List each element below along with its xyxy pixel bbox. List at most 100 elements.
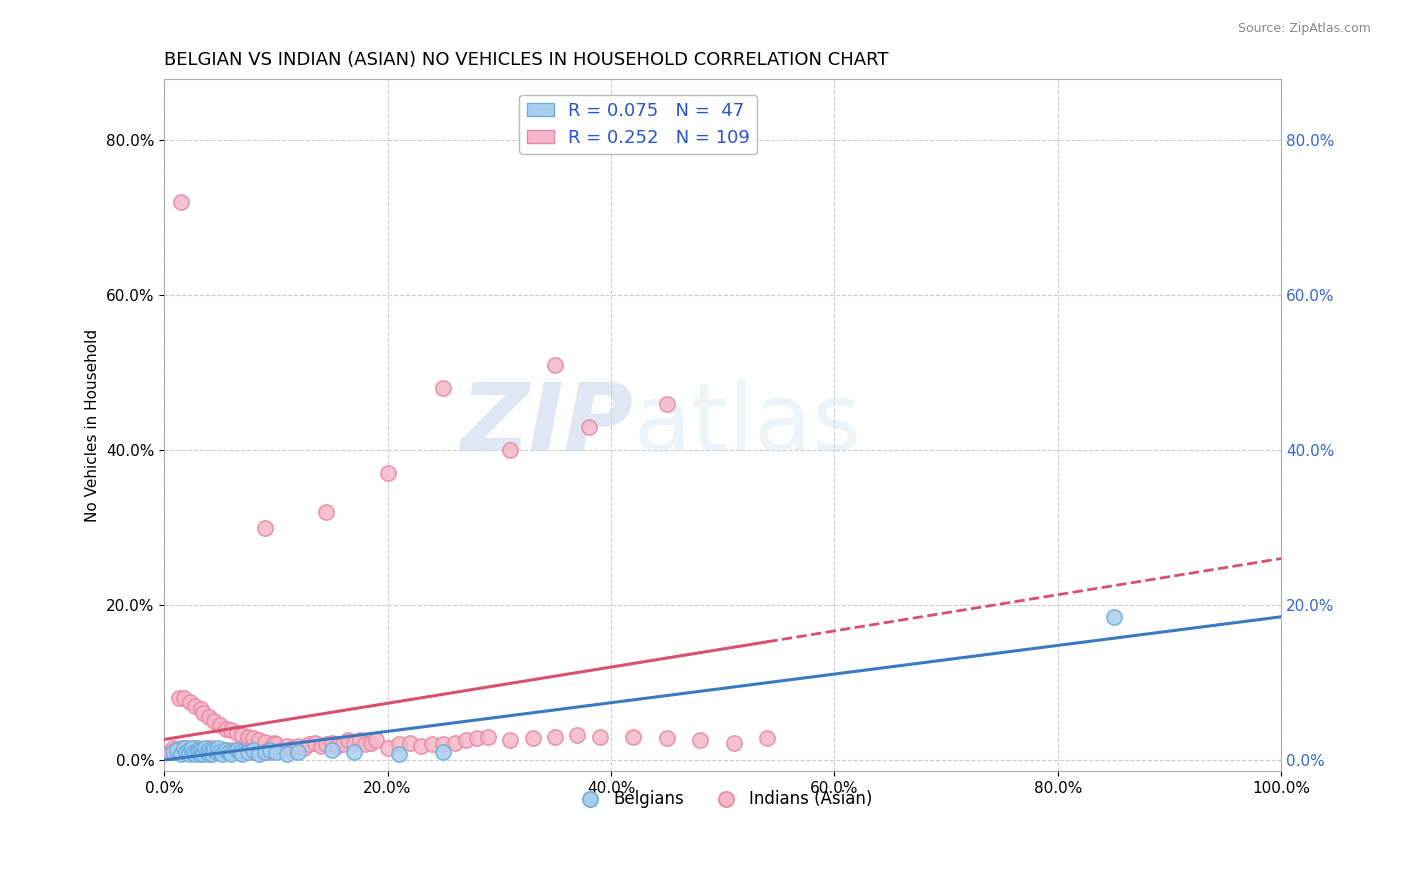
Text: Source: ZipAtlas.com: Source: ZipAtlas.com [1237,22,1371,36]
Point [181,743,204,757]
Point [184,743,207,757]
Point [388,737,411,751]
Point [231,747,253,761]
Point [170,741,193,756]
Point [195,741,218,756]
Point [181,745,204,759]
Point [253,735,276,749]
Point [247,747,270,761]
Point [1102,609,1125,624]
Point [499,733,522,747]
Point [162,741,184,756]
Point [287,745,309,759]
Point [197,710,219,724]
Point [205,745,228,759]
Point [166,743,188,757]
Point [179,695,201,709]
Point [477,730,499,744]
Point [170,747,193,761]
Point [187,745,209,759]
Point [276,739,298,753]
Point [159,745,181,759]
Point [190,702,212,716]
Point [292,741,315,756]
Point [465,731,488,745]
Point [181,741,204,756]
Point [578,420,600,434]
Point [621,730,644,744]
Point [567,728,589,742]
Point [173,745,195,759]
Point [225,725,247,739]
Point [252,745,274,759]
Point [193,747,215,761]
Point [176,745,198,759]
Point [655,397,678,411]
Point [194,741,217,756]
Point [177,747,200,761]
Point [756,731,779,745]
Point [499,443,522,458]
Point [233,745,256,759]
Point [205,743,228,757]
Point [170,195,193,210]
Point [173,690,195,705]
Point [211,747,233,761]
Point [343,736,366,750]
Point [201,741,224,756]
Point [167,690,190,705]
Point [177,743,200,757]
Point [231,728,253,742]
Point [212,745,235,759]
Point [197,743,219,757]
Point [200,745,222,759]
Point [207,741,229,756]
Y-axis label: No Vehicles in Household: No Vehicles in Household [86,328,100,522]
Point [194,745,217,759]
Point [522,731,544,745]
Text: atlas: atlas [633,379,862,471]
Point [201,747,224,761]
Point [247,733,270,747]
Point [723,736,745,750]
Point [183,745,205,759]
Point [193,706,215,721]
Point [349,733,371,747]
Point [242,743,264,757]
Point [257,743,280,757]
Point [360,736,382,750]
Point [689,733,711,747]
Point [321,743,343,757]
Point [218,745,240,759]
Point [181,745,204,759]
Point [225,745,247,759]
Point [208,718,231,732]
Point [197,743,219,757]
Point [214,722,236,736]
Point [225,743,247,757]
Point [270,743,292,757]
Point [236,745,259,759]
Point [184,698,207,713]
Point [236,730,259,744]
Point [240,745,263,759]
Point [172,743,194,757]
Point [202,743,225,757]
Point [326,739,349,753]
Point [187,741,209,756]
Point [432,737,454,751]
Point [197,747,219,761]
Point [309,739,332,753]
Point [229,743,252,757]
Point [264,745,287,759]
Point [200,745,222,759]
Point [236,743,259,757]
Text: ZIP: ZIP [461,379,633,471]
Point [190,745,212,759]
Point [259,745,281,759]
Point [332,737,354,751]
Point [432,381,454,395]
Point [190,743,212,757]
Legend: Belgians, Indians (Asian): Belgians, Indians (Asian) [567,784,879,815]
Point [377,467,399,481]
